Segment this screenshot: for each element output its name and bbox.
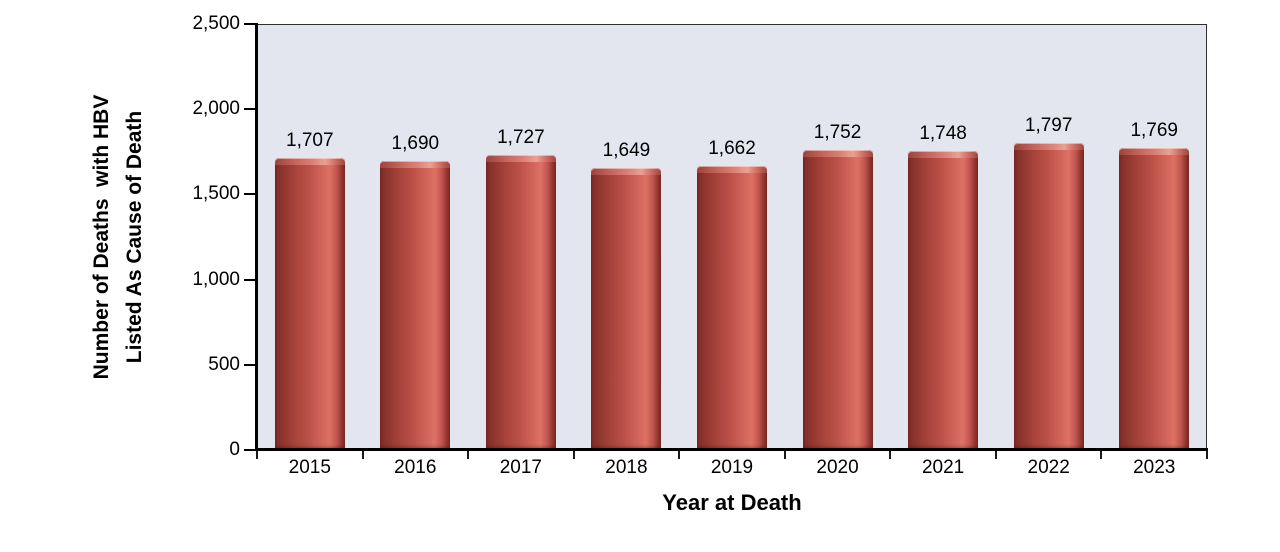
bar-2017	[485, 154, 556, 449]
bar-value-label: 1,690	[391, 133, 440, 155]
x-axis-title: Year at Death	[662, 490, 802, 515]
x-tick-mark	[783, 451, 786, 459]
x-tick-mark	[467, 451, 470, 459]
x-tick-mark	[994, 451, 997, 459]
bar-2016	[380, 161, 451, 449]
y-tick-label: 2,500	[192, 13, 240, 34]
y-axis-title-line1: Number of Deaths with HBV	[90, 94, 113, 380]
bar-2022	[1013, 142, 1084, 449]
bar-value-label: 1,649	[602, 140, 651, 162]
y-tick-label: 2,000	[192, 98, 240, 120]
x-tick-mark	[256, 451, 258, 459]
x-tick-label: 2020	[816, 457, 859, 478]
y-tick-label: 1,500	[192, 183, 240, 205]
x-tick-mark	[678, 451, 681, 459]
bar-2020	[802, 150, 873, 449]
y-tick-label: 0	[229, 439, 240, 460]
y-axis-title-line2: Listed As Cause of Death	[123, 110, 146, 364]
x-tick-label: 2017	[499, 457, 543, 478]
x-tick-mark	[889, 451, 892, 459]
bar-value-label: 1,707	[286, 130, 334, 152]
y-tick-mark	[244, 108, 256, 111]
bar-value-label: 1,662	[708, 137, 756, 159]
x-tick-label: 2015	[288, 457, 331, 478]
y-tick-label: 500	[208, 353, 240, 375]
bar-value-label: 1,769	[1130, 119, 1178, 141]
bar-value-label: 1,748	[919, 123, 967, 145]
bar-2015	[274, 158, 345, 449]
x-tick-label: 2021	[921, 457, 965, 478]
y-axis-line	[255, 23, 258, 451]
y-tick-label: 1,000	[192, 268, 240, 290]
x-tick-label: 2018	[605, 457, 648, 478]
plot-area: 1,707 1,690 1,727 1,649 1,662 1,752 1,748 1,797…	[257, 24, 1207, 450]
bar-value-label: 1,752	[813, 122, 862, 144]
x-tick-mark	[1100, 451, 1103, 459]
bar-value-label: 1,727	[497, 126, 545, 148]
x-tick-label: 2022	[1027, 457, 1070, 478]
x-tick-label: 2016	[394, 457, 437, 478]
x-tick-label: 2019	[710, 457, 754, 478]
bar-2021	[908, 151, 979, 449]
y-tick-mark	[244, 23, 256, 25]
x-tick-mark	[1206, 451, 1208, 459]
x-tick-mark	[361, 451, 364, 459]
bar-2019	[697, 165, 767, 449]
y-tick-mark	[244, 449, 256, 451]
bar-value-label: 1,797	[1024, 114, 1073, 136]
x-tick-mark	[572, 451, 575, 459]
bar-2018	[591, 168, 662, 449]
bar-2023	[1119, 147, 1190, 449]
x-tick-label: 2023	[1133, 457, 1176, 478]
y-tick-mark	[244, 278, 256, 281]
y-tick-mark	[244, 363, 256, 366]
x-axis-line	[255, 448, 1208, 451]
y-tick-mark	[244, 193, 256, 196]
